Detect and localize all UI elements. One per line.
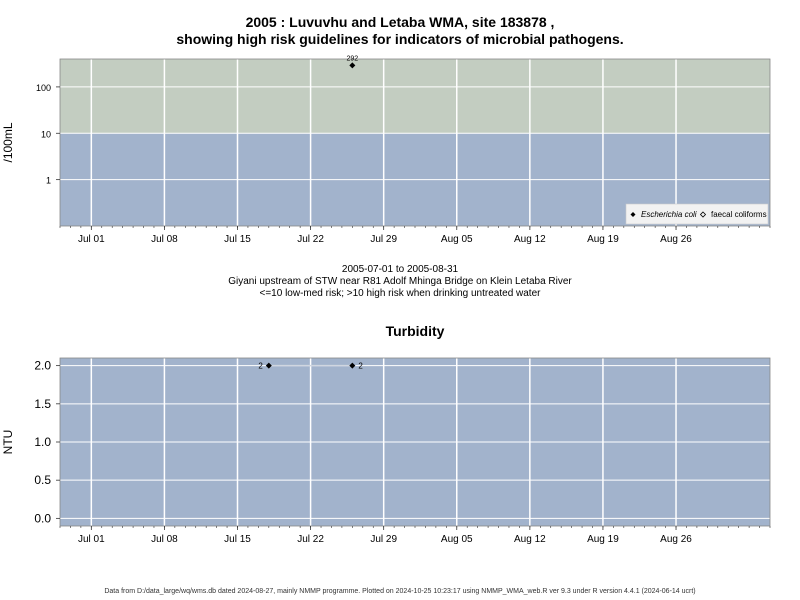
legend-label-ecoli: Escherichia coli (641, 210, 697, 219)
footer-note: Data from D:/data_large/wq/wms.db dated … (104, 588, 696, 595)
legend-box (625, 203, 769, 225)
chart-title-line2: showing high risk guidelines for indicat… (176, 31, 624, 47)
date-range-caption: 2005-07-01 to 2005-08-31 (341, 264, 459, 275)
legend-marker-ecoli (630, 212, 636, 217)
ecoli-data-label: 292 (347, 55, 359, 62)
x-tick-label: Jul 29 (370, 534, 397, 545)
microbial-chart: Jul 01 Jul 08 Jul 15 Jul 22 Jul 29 Aug 05 Aug … (1, 55, 771, 245)
x-tick-label: Aug 19 (587, 234, 619, 245)
x-tick-label: Aug 19 (587, 534, 619, 545)
x-tick-label: Jul 08 (151, 534, 178, 545)
chart-title-line1: 2005 : Luvuvhu and Letaba WMA, site 1838… (245, 14, 555, 30)
x-tick-label: Jul 22 (297, 534, 324, 545)
turbidity-data-label: 2 (358, 362, 363, 371)
x-tick-label: Aug 12 (514, 534, 546, 545)
y-tick-label: 10 (41, 129, 51, 139)
risk-band-high (60, 59, 770, 134)
risk-guideline-caption: <=10 low-med risk; >10 high risk when dr… (259, 288, 541, 299)
legend-marker-faecal (699, 211, 707, 218)
turbidity-chart: Jul 01 Jul 08 Jul 15 Jul 22 Jul 29 Aug 05 Aug … (1, 323, 771, 545)
chart-title: Turbidity (386, 323, 445, 339)
turbidity-point (349, 362, 356, 369)
x-tick-label: Jul 15 (224, 534, 251, 545)
legend: Escherichia coli faecal coliforms (625, 203, 769, 225)
x-tick-label: Aug 26 (660, 234, 692, 245)
x-tick-label: Jul 22 (297, 234, 324, 245)
y-axis-label: NTU (1, 430, 15, 455)
x-tick-label: Jul 01 (78, 234, 105, 245)
y-tick-label: 1.0 (34, 435, 51, 449)
x-tick-label: Jul 15 (224, 234, 251, 245)
y-tick-label: 0.5 (34, 473, 51, 487)
grid-lines (60, 59, 770, 226)
x-tick-label: Jul 29 (370, 234, 397, 245)
y-axis-label: /100mL (1, 122, 15, 162)
legend-label-faecal: faecal coliforms (711, 210, 767, 219)
site-description-caption: Giyani upstream of STW near R81 Adolf Mh… (228, 276, 572, 287)
x-tick-label: Aug 12 (514, 234, 546, 245)
y-tick-label: 100 (36, 83, 51, 93)
turbidity-point (265, 362, 272, 369)
turbidity-data-label: 2 (258, 362, 263, 371)
x-tick-label: Aug 05 (441, 234, 473, 245)
x-tick-label: Jul 08 (151, 234, 178, 245)
grid-lines (60, 358, 770, 526)
y-tick-label: 2.0 (34, 359, 51, 373)
y-tick-label: 1.5 (34, 397, 51, 411)
x-tick-label: Aug 26 (660, 534, 692, 545)
x-tick-label: Aug 05 (441, 534, 473, 545)
x-tick-label: Jul 01 (78, 534, 105, 545)
y-tick-label: 0.0 (34, 511, 51, 525)
y-tick-label: 1 (46, 176, 51, 186)
